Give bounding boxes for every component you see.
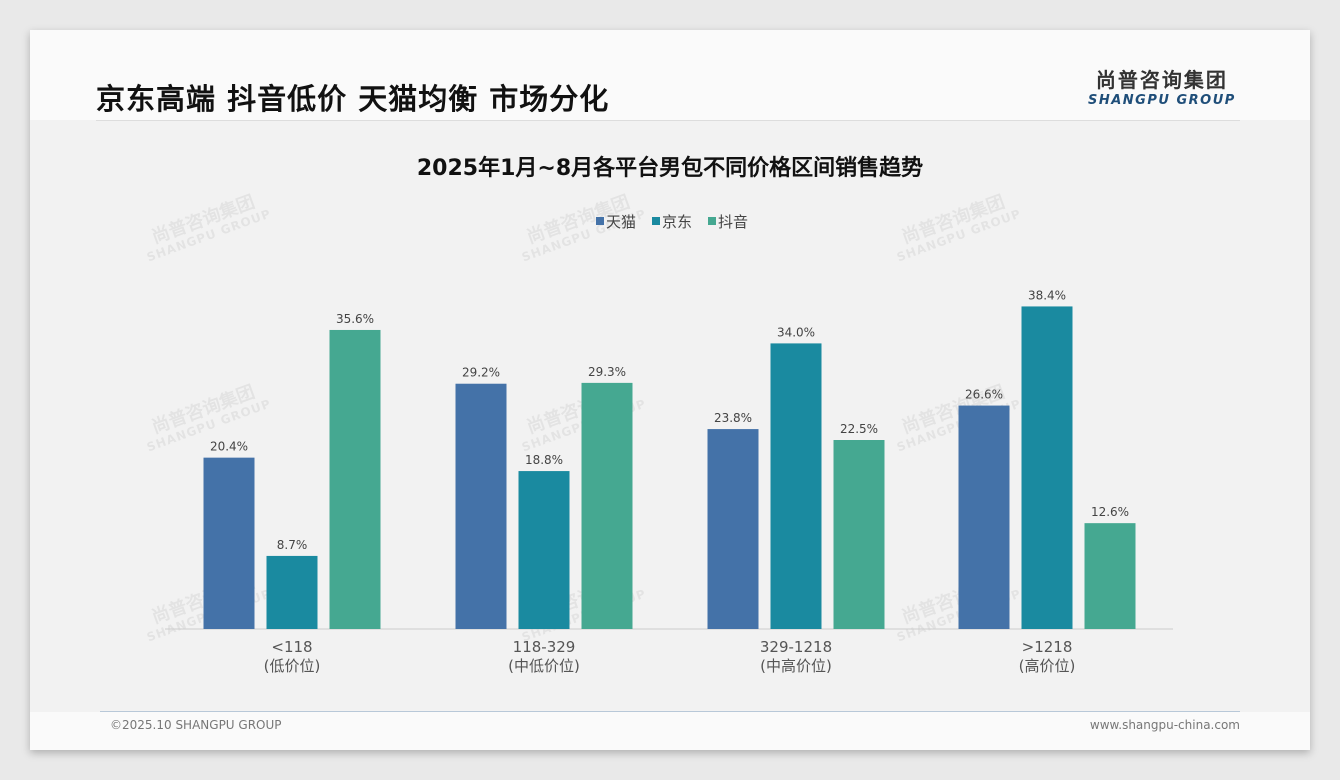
x-tick-sublabel: (中高价位) (760, 657, 832, 675)
data-label: 22.5% (840, 422, 878, 436)
data-label: 18.8% (525, 453, 563, 467)
x-tick-sublabel: (低价位) (264, 657, 321, 675)
legend-label[interactable]: 京东 (662, 213, 692, 231)
bar-抖音 (833, 440, 885, 629)
bar-抖音 (329, 329, 381, 629)
data-label: 34.0% (777, 325, 815, 339)
chart-title: 2025年1月~8月各平台男包不同价格区间销售趋势 (417, 155, 923, 181)
legend-swatch (708, 217, 716, 225)
bar-天猫 (455, 383, 507, 629)
data-label: 29.2% (462, 366, 500, 380)
x-tick-label: 329-1218 (760, 638, 832, 656)
x-tick-label: <118 (271, 638, 312, 656)
data-label: 38.4% (1028, 288, 1066, 302)
bar-天猫 (958, 405, 1010, 629)
bar-京东 (518, 471, 570, 629)
bar-京东 (266, 555, 318, 629)
legend-label[interactable]: 抖音 (718, 213, 748, 231)
data-label: 12.6% (1091, 505, 1129, 519)
data-label: 35.6% (336, 312, 374, 326)
data-label: 8.7% (277, 538, 308, 552)
data-label: 23.8% (714, 411, 752, 425)
bar-天猫 (707, 429, 759, 629)
bar-京东 (770, 343, 822, 629)
slide (30, 30, 1310, 750)
bar-抖音 (1084, 523, 1136, 629)
legend-swatch (596, 217, 604, 225)
data-label: 26.6% (965, 388, 1003, 402)
legend-label[interactable]: 天猫 (606, 213, 636, 231)
data-label: 29.3% (588, 365, 626, 379)
x-tick-label: >1218 (1022, 638, 1073, 656)
bar-天猫 (203, 457, 255, 629)
data-label: 20.4% (210, 440, 248, 454)
bar-京东 (1021, 306, 1073, 629)
bar-抖音 (581, 382, 633, 629)
legend-swatch (652, 217, 660, 225)
x-tick-sublabel: (中低价位) (508, 657, 580, 675)
x-tick-label: 118-329 (513, 638, 576, 656)
x-tick-sublabel: (高价位) (1019, 657, 1076, 675)
